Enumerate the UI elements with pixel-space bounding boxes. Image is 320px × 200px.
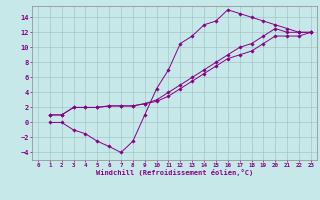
X-axis label: Windchill (Refroidissement éolien,°C): Windchill (Refroidissement éolien,°C) [96, 169, 253, 176]
